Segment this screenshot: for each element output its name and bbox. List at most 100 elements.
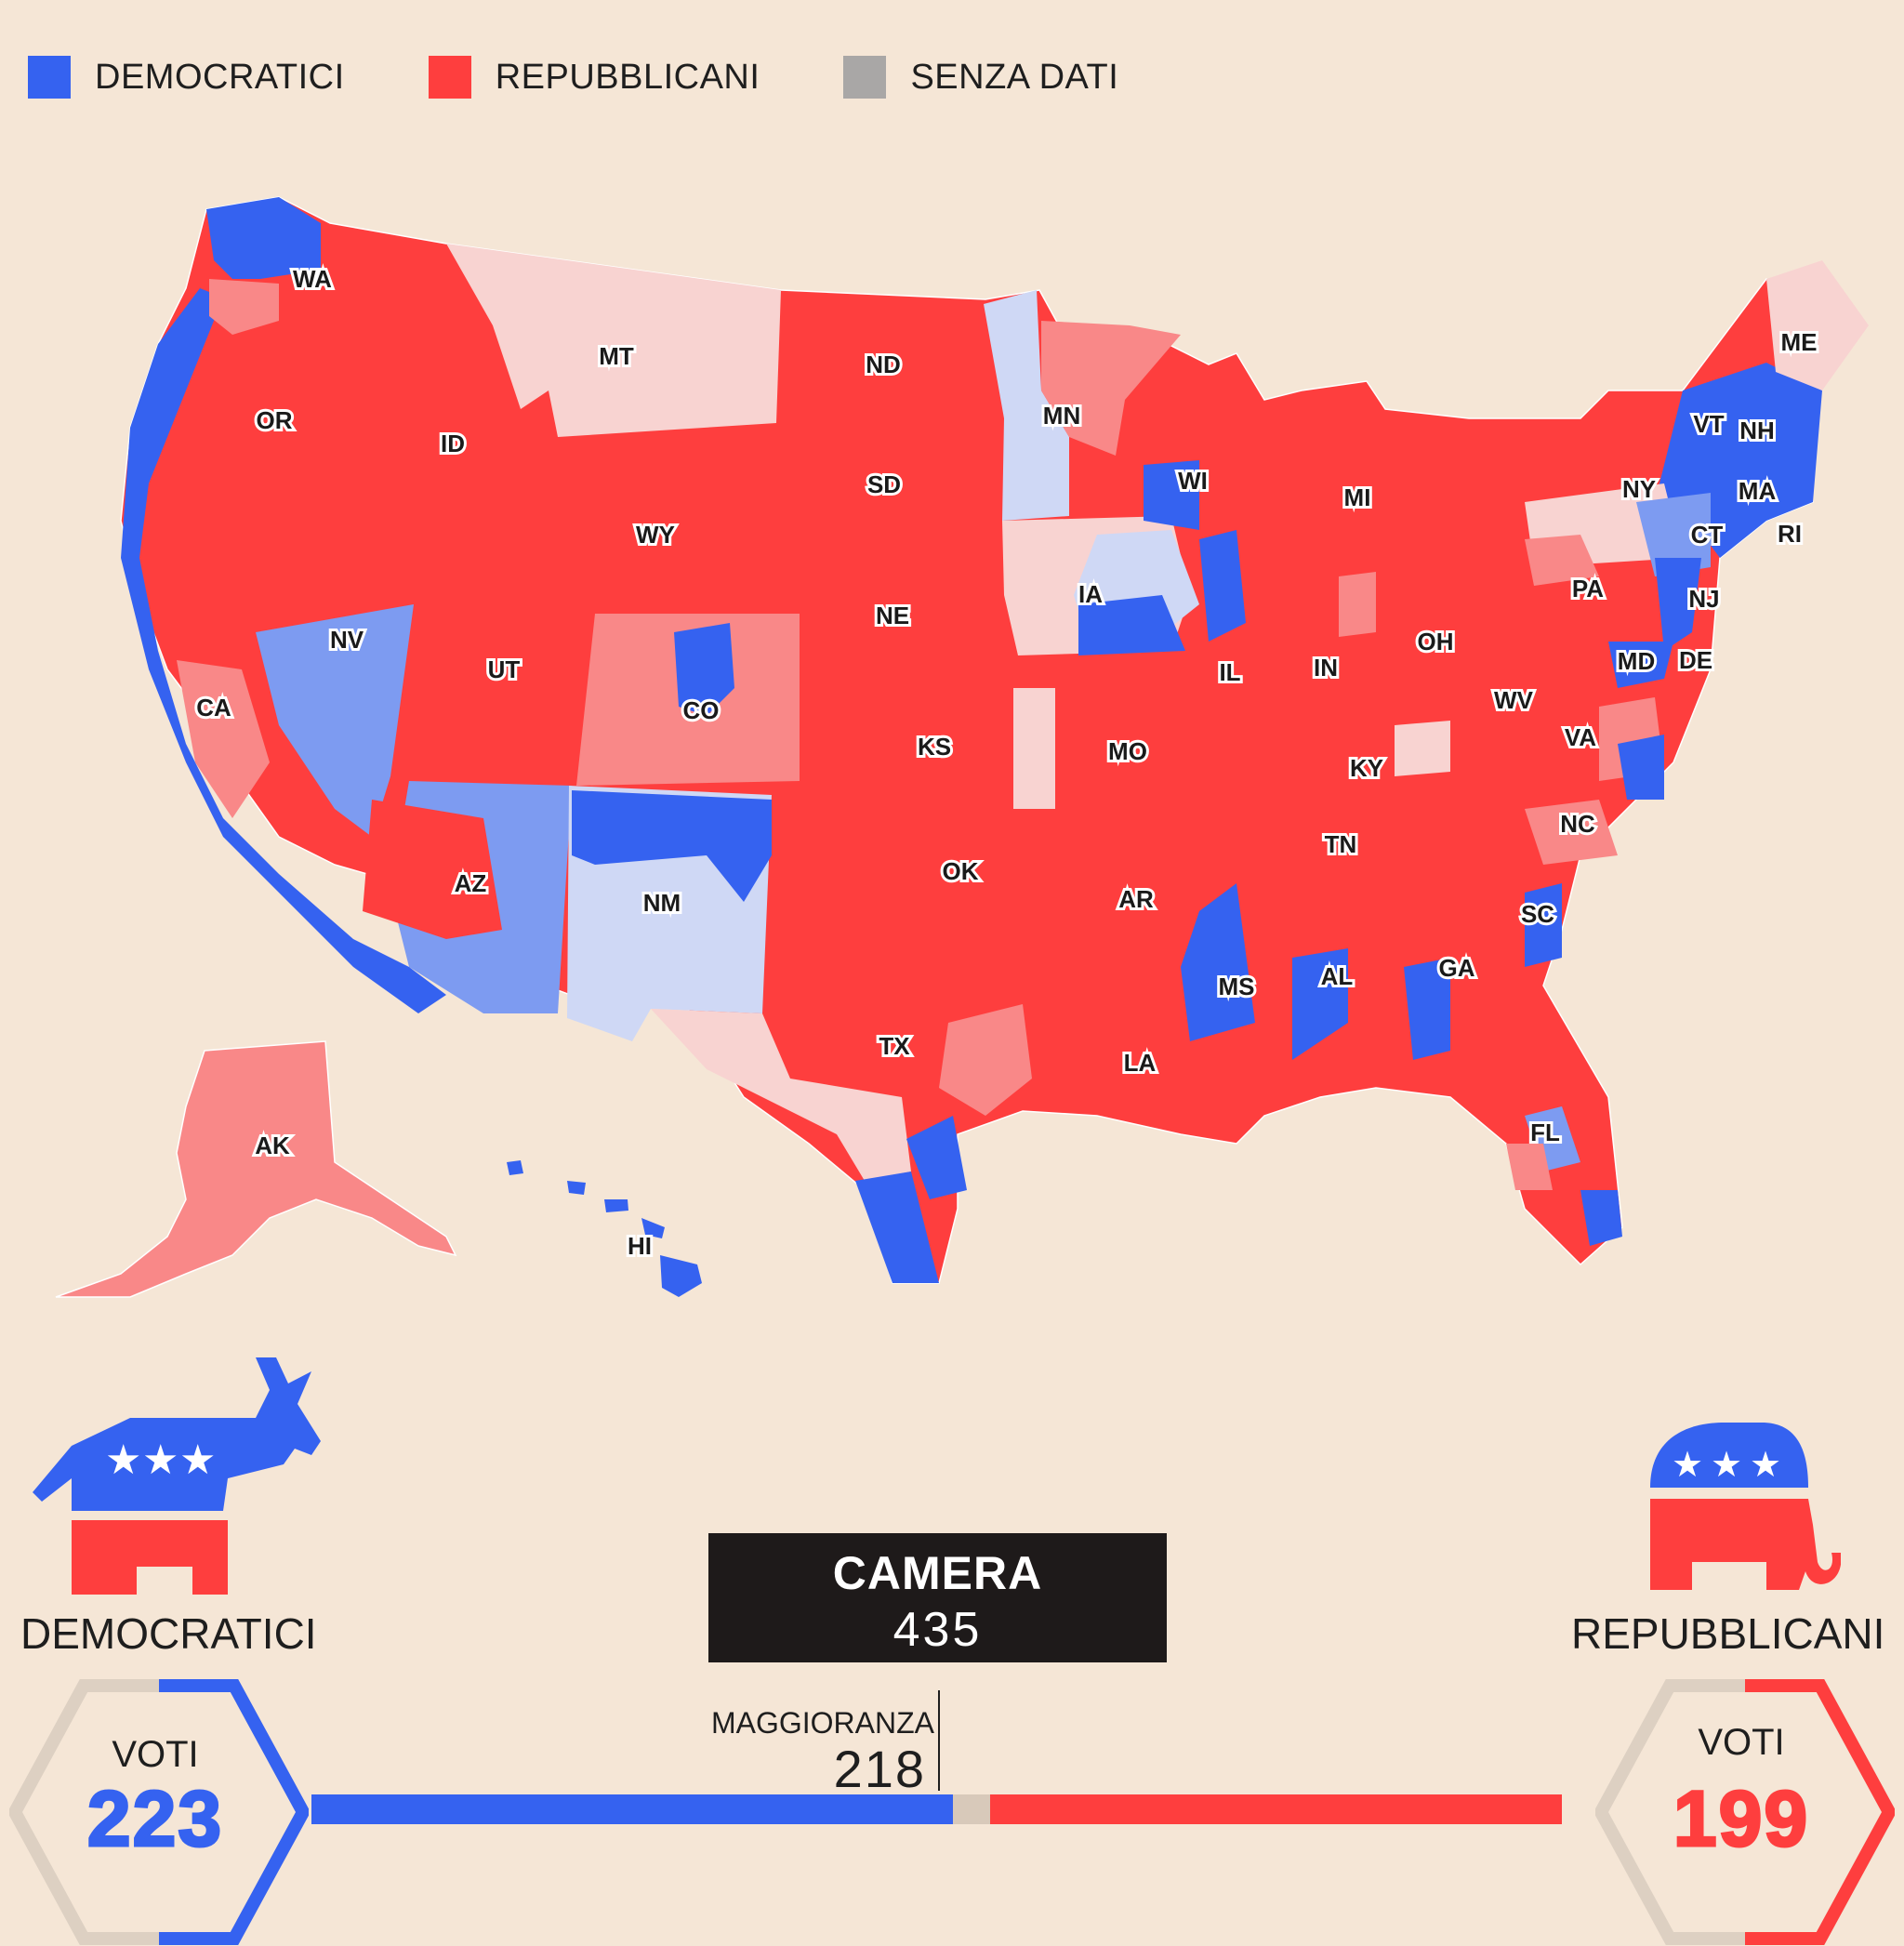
legend-item-rep: REPUBBLICANI xyxy=(428,56,760,99)
region-chicago xyxy=(1199,530,1246,642)
state-label-ak: AK xyxy=(255,1132,290,1159)
region-virginia-east xyxy=(1618,735,1664,800)
chamber-total-seats: 435 xyxy=(892,1603,983,1657)
region-washington-swing xyxy=(209,279,279,335)
region-southern-california xyxy=(177,660,270,818)
region-maine xyxy=(1766,260,1869,391)
state-label-hi: HI xyxy=(628,1232,652,1260)
region-south-texas-2 xyxy=(906,1116,967,1199)
region-north-carolina xyxy=(1525,800,1618,865)
state-label-ri: RI xyxy=(1778,520,1802,548)
rep-votes-label: VOTI xyxy=(1698,1722,1785,1763)
state-label-mo: MO xyxy=(1108,737,1147,765)
region-south-florida xyxy=(1580,1190,1622,1246)
us-district-map: WA MT ND ME OR ID MN VT NH SD WI MI NY MA WY CT RI IA PA NJ… xyxy=(55,196,1869,1298)
dem-votes-hexagon xyxy=(9,1679,309,1945)
state-label-ma: MA xyxy=(1739,477,1777,505)
state-label-nv: NV xyxy=(330,626,364,654)
state-label-la: LA xyxy=(1124,1049,1157,1077)
state-label-az: AZ xyxy=(455,869,487,897)
state-label-wy: WY xyxy=(636,521,675,549)
legend: DEMOCRATICI REPUBBLICANI SENZA DATI xyxy=(28,56,1202,99)
seat-bar-undecided xyxy=(952,1794,990,1824)
state-label-mn: MN xyxy=(1043,402,1080,430)
region-minnesota-dakota-border xyxy=(984,290,1069,521)
state-label-ga: GA xyxy=(1439,954,1475,982)
state-label-al: AL xyxy=(1321,962,1354,990)
region-south-texas xyxy=(855,1172,939,1283)
chamber-title: CAMERA xyxy=(832,1547,1043,1599)
region-montana xyxy=(446,244,781,437)
region-alaska xyxy=(55,1040,457,1298)
legend-label-dem: DEMOCRATICI xyxy=(95,57,345,97)
legend-swatch-rep xyxy=(428,56,471,99)
seat-bar-rep xyxy=(989,1794,1562,1824)
state-label-mt: MT xyxy=(599,342,634,370)
region-florida-swing-2 xyxy=(1506,1144,1553,1190)
state-label-fl: FL xyxy=(1530,1119,1560,1146)
region-hawaii xyxy=(507,1160,702,1297)
state-label-ky: KY xyxy=(1350,754,1383,782)
legend-item-nodata: SENZA DATI xyxy=(843,56,1118,99)
region-new-york-swing xyxy=(1636,493,1711,576)
region-west-coast xyxy=(121,288,446,1013)
region-mississippi xyxy=(1181,883,1255,1041)
state-label-tx: TX xyxy=(879,1032,910,1060)
region-south-carolina xyxy=(1525,883,1562,967)
region-ohio-swing xyxy=(1339,572,1376,637)
region-new-mexico-north xyxy=(572,790,772,902)
state-label-il: IL xyxy=(1219,658,1240,686)
rep-votes-hexagon xyxy=(1595,1679,1895,1945)
state-label-nh: NH xyxy=(1739,417,1775,444)
rep-votes-value: 199 xyxy=(1672,1774,1810,1864)
state-label-de: DE xyxy=(1679,646,1712,674)
state-label-nc: NC xyxy=(1560,810,1595,838)
state-label-ia: IA xyxy=(1078,580,1103,608)
state-label-vt: VT xyxy=(1693,410,1724,438)
region-alabama xyxy=(1292,948,1348,1060)
state-label-nm: NM xyxy=(643,889,681,917)
state-label-ca: CA xyxy=(196,694,231,721)
svg-text:★: ★ xyxy=(179,1436,216,1484)
state-label-va: VA xyxy=(1565,723,1596,751)
region-minnesota xyxy=(1041,321,1181,456)
state-label-nj: NJ xyxy=(1688,585,1719,613)
state-label-wa: WA xyxy=(293,265,332,293)
region-maryland xyxy=(1608,642,1673,688)
seat-bar-dem xyxy=(311,1794,953,1824)
state-label-wi: WI xyxy=(1178,467,1208,495)
state-label-pa: PA xyxy=(1572,575,1604,602)
state-label-or: OR xyxy=(257,406,293,434)
state-label-ok: OK xyxy=(943,857,979,885)
region-central-texas xyxy=(939,1004,1032,1116)
state-label-ms: MS xyxy=(1219,973,1255,1000)
majority-marker-line xyxy=(938,1690,941,1791)
region-arizona-rep xyxy=(363,800,502,939)
state-label-ne: NE xyxy=(876,602,909,629)
state-label-id: ID xyxy=(441,430,465,457)
state-label-md: MD xyxy=(1618,647,1655,675)
state-label-sc: SC xyxy=(1521,900,1554,928)
svg-text:★: ★ xyxy=(1750,1444,1781,1485)
state-label-nd: ND xyxy=(866,351,901,378)
legend-swatch-dem xyxy=(28,56,71,99)
state-label-mi: MI xyxy=(1344,483,1371,511)
svg-text:★: ★ xyxy=(1711,1444,1742,1485)
dem-votes-label: VOTI xyxy=(112,1734,199,1775)
legend-label-nodata: SENZA DATI xyxy=(910,57,1119,97)
region-kansas-east xyxy=(1013,688,1055,809)
region-washington xyxy=(206,197,321,279)
donkey-icon: ★ ★ ★ xyxy=(33,1357,321,1595)
state-label-co: CO xyxy=(683,696,720,724)
state-label-ks: KS xyxy=(918,733,951,761)
chamber-box: CAMERA 435 xyxy=(708,1533,1167,1662)
majority-label: MAGGIORANZA xyxy=(710,1706,934,1740)
state-label-oh: OH xyxy=(1418,628,1454,655)
region-wisconsin-dem xyxy=(1144,460,1199,530)
state-label-me: ME xyxy=(1781,328,1818,356)
dem-party-name: DEMOCRATICI xyxy=(20,1609,317,1658)
state-label-in: IN xyxy=(1314,654,1338,682)
region-pennsylvania-swing xyxy=(1525,535,1599,586)
state-label-sd: SD xyxy=(867,470,901,498)
state-label-tn: TN xyxy=(1325,830,1357,858)
